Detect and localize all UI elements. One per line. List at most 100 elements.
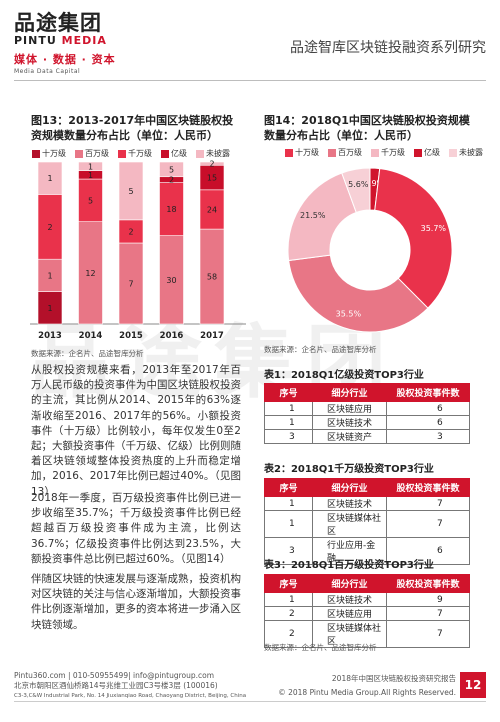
table-cell: 3 bbox=[264, 537, 313, 565]
table-cell: 9 bbox=[386, 592, 470, 607]
table-cell: 3 bbox=[386, 429, 470, 444]
figure-13-legend: 十万级 百万级 千万级 亿级 未披露 bbox=[32, 148, 239, 159]
legend-swatch bbox=[449, 148, 457, 157]
figure-13-source: 数据来源：企名片、品途智库分析 bbox=[31, 349, 144, 358]
bar-legend-item: 十万级 bbox=[32, 148, 66, 159]
logo-en-media: MEDIA bbox=[61, 34, 107, 47]
legend-swatch bbox=[371, 148, 379, 157]
table-cell: 区块链媒体社区 bbox=[312, 620, 387, 648]
header-cell: 股权投资事件数 bbox=[386, 574, 470, 593]
figure-14-source: 数据来源：企名片、品途智库分析 bbox=[264, 345, 377, 354]
bar-value-label: 24 bbox=[207, 205, 217, 214]
legend-label: 百万级 bbox=[338, 148, 362, 157]
legend-swatch bbox=[32, 149, 40, 158]
x-tick-label: 2015 bbox=[119, 331, 143, 341]
series-title: 品途智库区块链投融资系列研究 bbox=[290, 40, 486, 56]
bar-value-label: 58 bbox=[207, 273, 217, 282]
table-row: 1 区块链技术 9 bbox=[264, 592, 470, 607]
bar-value-label: 12 bbox=[85, 269, 95, 278]
table-cell: 1 bbox=[264, 496, 313, 511]
table-cell: 6 bbox=[386, 415, 470, 430]
bar-segment bbox=[37, 194, 63, 260]
bar-value-label: 1 bbox=[88, 162, 93, 171]
bar-value-label: 18 bbox=[166, 205, 176, 214]
bar-value-label: 1 bbox=[47, 271, 52, 280]
table-row: 3 行业应用-金融 6 bbox=[264, 537, 470, 565]
table-cell: 2 bbox=[264, 606, 313, 621]
footer-copyright: © 2018 Pintu Media Group.All Rights Rese… bbox=[278, 688, 456, 697]
legend-swatch bbox=[285, 148, 293, 157]
footer-contact: Pintu360.com | 010-50955499| info@pintug… bbox=[14, 671, 246, 701]
bar-value-label: 5 bbox=[88, 196, 93, 205]
footer-divider bbox=[14, 701, 486, 702]
table-cell: 区块链资产 bbox=[312, 429, 387, 444]
legend-label: 十万级 bbox=[295, 148, 319, 157]
table-row: 1 区块链应用 6 bbox=[264, 401, 470, 416]
table-cell: 区块链技术 bbox=[312, 592, 387, 607]
legend-swatch bbox=[414, 148, 422, 157]
logo-en-pintu: PINTU bbox=[14, 34, 62, 47]
donut-value-label: 5.6% bbox=[348, 180, 369, 189]
donut-legend-item: 亿级 bbox=[414, 147, 440, 158]
logo-chinese-name: 品途集团 bbox=[14, 11, 102, 35]
bar-legend-item: 亿级 bbox=[161, 148, 187, 159]
header-divider bbox=[14, 80, 486, 81]
logo-tagline: 媒体 · 数据 · 资本 bbox=[14, 53, 116, 66]
paragraph-2018q1: 2018年一季度，百万级投资事件比例已进一步收缩至35.7%；千万级投资事件比例… bbox=[31, 492, 241, 565]
donut-value-label: 21.5% bbox=[300, 211, 326, 220]
bar-value-label: 1 bbox=[47, 174, 52, 183]
legend-label: 百万级 bbox=[85, 149, 109, 158]
bar-legend-item: 未披露 bbox=[196, 148, 230, 159]
table-header-row: 序号 细分行业 股权投资事件数 bbox=[264, 574, 470, 593]
bar-value-label: 2 bbox=[128, 227, 133, 236]
table-3: 序号 细分行业 股权投资事件数 1 区块链技术 9 2 区块链应用 7 2 区块链媒体社区… bbox=[264, 574, 470, 648]
table-cell: 区块链应用 bbox=[312, 401, 387, 416]
table-cell: 1 bbox=[264, 401, 313, 416]
table-cell: 区块链应用 bbox=[312, 606, 387, 621]
donut-value-label: 1.9% bbox=[364, 179, 385, 188]
donut-legend-item: 未披露 bbox=[449, 147, 483, 158]
bar-value-label: 30 bbox=[166, 276, 176, 285]
table-cell: 1 bbox=[264, 510, 313, 538]
figure-14-donut-chart: 1.9% 35.7% 35.5% 21.5% 5.6% bbox=[287, 167, 453, 333]
x-tick-label: 2016 bbox=[160, 331, 184, 341]
bar-segment bbox=[159, 235, 184, 325]
donut-slice bbox=[288, 254, 429, 333]
donut-value-label: 35.5% bbox=[336, 309, 362, 318]
page-number: 12 bbox=[460, 672, 486, 698]
table-cell: 区块链技术 bbox=[312, 496, 387, 511]
table-cell: 行业应用-金融 bbox=[312, 537, 387, 565]
header-cell: 细分行业 bbox=[312, 478, 387, 497]
x-tick-label: 2014 bbox=[79, 331, 103, 341]
table-header-row: 序号 细分行业 股权投资事件数 bbox=[264, 478, 470, 497]
legend-label: 未披露 bbox=[459, 148, 483, 157]
table-row: 1 区块链媒体社区 7 bbox=[264, 510, 470, 538]
header-cell: 细分行业 bbox=[312, 574, 387, 593]
bar-value-label: 15 bbox=[207, 174, 217, 183]
bar-segment bbox=[78, 178, 103, 222]
bar-value-label: 2 bbox=[47, 223, 52, 232]
legend-label: 未披露 bbox=[206, 149, 230, 158]
footer-report-title: 2018年中国区块链股权投资研究报告 bbox=[331, 674, 456, 683]
x-tick-label: 2013 bbox=[38, 331, 62, 341]
table-cell: 6 bbox=[386, 537, 470, 565]
donut-slice bbox=[374, 168, 453, 309]
bar-segment bbox=[159, 161, 184, 178]
table-cell: 1 bbox=[264, 415, 313, 430]
bar-segment bbox=[159, 182, 184, 236]
donut-slice bbox=[341, 167, 371, 214]
table-cell: 区块链媒体社区 bbox=[312, 510, 387, 538]
table-cell: 7 bbox=[386, 620, 470, 648]
logo-tagline-en: Media Data Capital bbox=[14, 68, 81, 75]
bar-segment bbox=[199, 228, 225, 325]
bar-segment bbox=[199, 189, 225, 230]
legend-label: 千万级 bbox=[128, 149, 152, 158]
logo-english-name: PINTU MEDIA bbox=[14, 34, 116, 47]
figure-13-stacked-bar-chart: 1121201312511201472520153018252016582415… bbox=[30, 160, 246, 341]
legend-label: 亿级 bbox=[171, 149, 187, 158]
donut-legend-item: 十万级 bbox=[285, 147, 319, 158]
bar-value-label: 2 bbox=[209, 160, 214, 169]
table-row: 2 区块链应用 7 bbox=[264, 606, 470, 621]
donut-value-label: 35.7% bbox=[421, 224, 447, 233]
table-cell: 区块链技术 bbox=[312, 415, 387, 430]
